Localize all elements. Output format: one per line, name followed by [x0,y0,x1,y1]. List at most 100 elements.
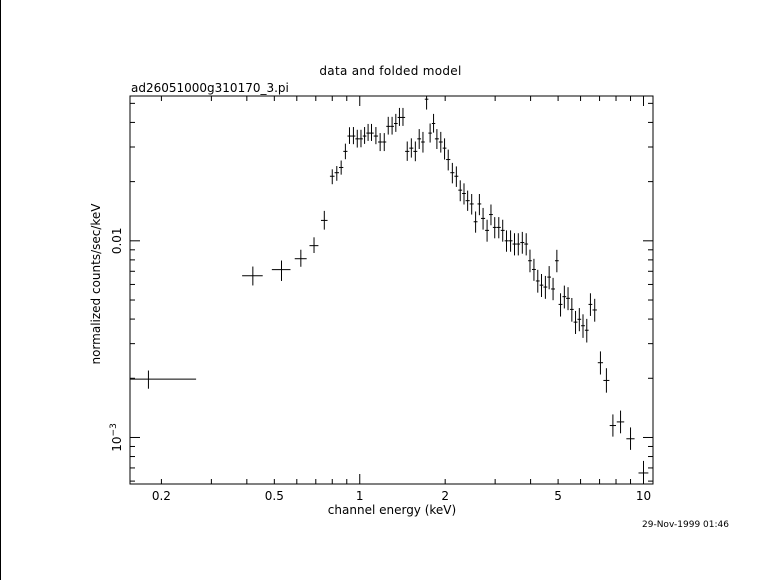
plot-frame [129,95,654,485]
data-point [626,427,635,450]
data-point [405,141,410,161]
data-points [130,96,649,484]
data-point [489,204,493,226]
data-point [338,160,344,175]
y-tick-label: 0.01 [110,227,124,254]
y-tick-label: 10−3 [109,423,124,452]
data-point [592,298,597,322]
data-point [547,266,551,290]
data-point [431,113,436,133]
axis-tick-labels: 0.2 0.5 1 2 5 10 10−3 0.01 [109,227,651,503]
data-point [450,162,455,184]
data-point [366,123,370,141]
data-point [465,190,470,211]
data-point [343,143,348,160]
data-point [428,123,432,143]
data-point [424,96,429,110]
data-point [309,237,319,254]
data-point [438,131,443,153]
x-tick-label: 0.2 [152,489,171,503]
data-point [524,233,529,256]
data-point [130,370,197,389]
data-point [638,460,649,484]
data-point [577,308,582,332]
data-point [390,116,394,135]
data-point [400,107,406,126]
data-point [369,123,374,141]
data-point [409,138,414,158]
data-point [393,113,398,132]
data-point [446,149,451,171]
data-point [386,116,391,135]
data-point [558,293,563,317]
data-point [566,287,570,311]
x-axis-label: channel energy (keV) [327,503,457,517]
data-point [603,368,610,393]
data-point [242,266,263,286]
data-point [554,249,559,273]
data-point [434,129,439,150]
data-point [417,129,422,150]
data-point [508,230,513,252]
data-point [329,169,335,185]
data-point [454,166,459,187]
y-axis-label: normalized counts/sec/keV [89,203,103,365]
data-point [584,318,589,343]
data-point [355,129,360,148]
data-point [528,249,532,273]
data-point [458,180,463,202]
data-point [569,297,574,322]
axis-ticks [130,96,653,484]
data-point [378,133,383,152]
data-point [462,183,466,205]
data-point [334,166,339,181]
data-point [496,217,501,239]
timestamp-label: 29-Nov-1999 01:46 [642,520,729,530]
data-point [581,314,585,338]
chart-title: data and folded model [319,64,462,78]
data-point [535,269,540,293]
data-point [382,133,387,152]
data-point [359,129,363,148]
x-tick-label: 10 [636,489,651,503]
data-point [397,107,402,126]
data-point [320,210,328,230]
data-point [573,310,578,334]
data-point [347,127,352,144]
data-point [351,127,356,145]
x-tick-label: 2 [441,489,449,503]
data-point [597,351,604,375]
x-tick-label: 1 [356,489,364,503]
data-point [473,211,478,233]
data-point [500,219,505,242]
data-point [531,258,536,281]
window-left-edge [0,0,1,580]
data-point [616,410,625,434]
data-point [512,233,517,256]
data-point [373,127,379,145]
data-point [362,127,367,144]
data-point [516,233,521,256]
data-point [504,230,509,252]
chart-subtitle: ad26051000g310170_3.pi [131,81,289,95]
data-point [481,207,486,230]
data-point [294,249,307,267]
data-point [562,285,567,309]
data-point [485,219,490,242]
data-point [469,194,474,215]
data-point [442,138,447,160]
data-point [588,293,593,316]
x-tick-label: 5 [554,489,562,503]
data-point [271,260,291,281]
data-point [492,217,497,239]
data-point [551,277,555,301]
data-point [421,131,425,153]
x-tick-label: 0.5 [265,489,284,503]
data-point [520,231,525,254]
data-point [543,275,548,299]
data-point [477,194,482,216]
data-point [539,274,544,297]
data-point [609,414,617,437]
data-point [413,141,418,162]
